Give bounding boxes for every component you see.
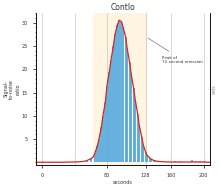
Title: Contlo: Contlo [111,3,136,12]
Bar [90,159,92,162]
Bar [142,145,144,162]
Bar [106,86,108,162]
Bar [112,46,114,162]
Bar [110,60,112,162]
Bar [94,153,96,162]
Bar [126,48,128,162]
Bar [108,72,110,162]
Bar [93,13,146,165]
Bar [96,146,98,162]
Bar [146,155,148,162]
Bar [122,27,124,162]
Bar [174,161,176,162]
Bar [128,62,130,162]
Bar [98,139,100,162]
Bar [145,152,147,162]
X-axis label: seconds: seconds [113,180,133,185]
Bar [203,161,205,162]
Bar [104,102,106,162]
Bar [134,99,136,162]
Bar [121,22,123,162]
Bar [116,25,118,162]
Text: Peak of
72-second emission: Peak of 72-second emission [148,38,203,64]
Bar [141,137,143,162]
Bar [178,161,181,162]
Bar [133,88,135,162]
Bar [114,34,116,162]
Bar [158,161,160,162]
Bar [195,161,197,162]
Bar [153,160,155,162]
Bar [130,74,132,162]
Bar [154,161,156,162]
Bar [118,20,120,162]
Bar [137,114,139,162]
Bar [207,161,209,162]
Bar [86,161,88,162]
Bar [125,37,126,162]
Bar [157,161,159,162]
Bar [149,158,151,162]
Bar [191,160,192,162]
Bar [199,161,201,162]
Bar [100,127,102,162]
Bar [150,159,152,162]
Y-axis label: axis: axis [211,84,216,94]
Y-axis label: Signal-
to-noise
ratio: Signal- to-noise ratio [4,79,20,99]
Bar [102,116,104,162]
Bar [138,125,140,162]
Bar [82,161,84,162]
